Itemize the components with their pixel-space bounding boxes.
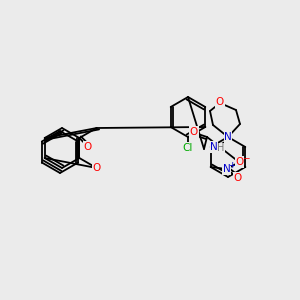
Text: +: +	[228, 160, 236, 169]
Text: H: H	[217, 143, 225, 153]
Text: N: N	[223, 164, 231, 174]
Text: O: O	[83, 142, 92, 152]
Text: O: O	[92, 163, 101, 173]
Text: Cl: Cl	[183, 143, 193, 153]
Text: O: O	[216, 97, 224, 107]
Text: O: O	[234, 173, 242, 183]
Text: −: −	[242, 154, 249, 163]
Text: O: O	[190, 127, 198, 137]
Text: O: O	[236, 157, 244, 167]
Text: N: N	[224, 132, 232, 142]
Text: N: N	[210, 142, 218, 152]
